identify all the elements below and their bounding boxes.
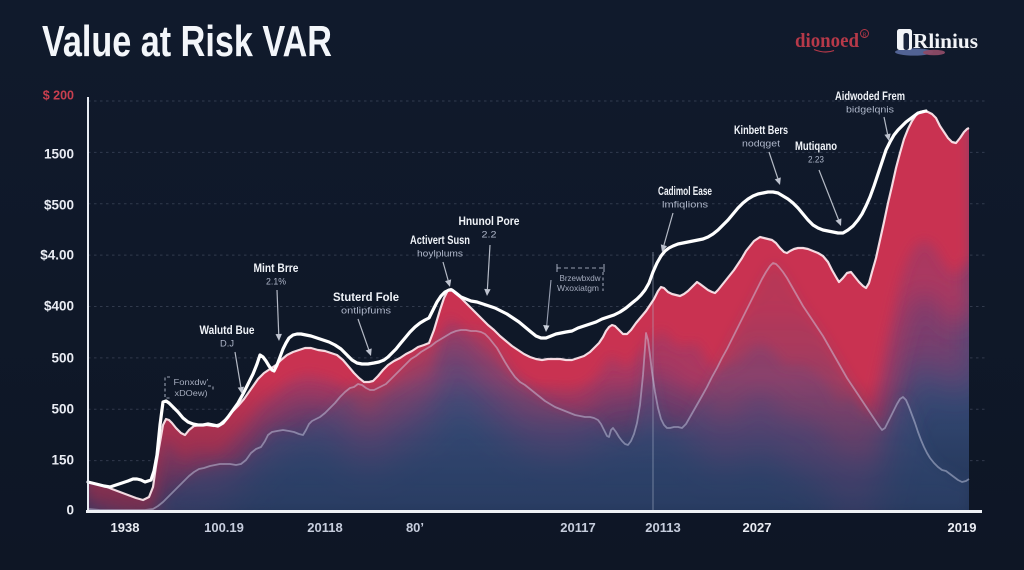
svg-text:Brzewbxdw: Brzewbxdw — [560, 273, 602, 283]
svg-text:Hnunol Pore: Hnunol Pore — [459, 216, 520, 228]
svg-text:$ 200: $ 200 — [43, 89, 74, 103]
svg-text:Mutiqano: Mutiqano — [795, 141, 837, 153]
svg-text:Stuterd Fole: Stuterd Fole — [333, 292, 399, 304]
svg-text:500: 500 — [51, 402, 74, 417]
svg-text:Cadimol Ease: Cadimol Ease — [658, 186, 712, 198]
svg-text:$4.00: $4.00 — [40, 248, 74, 263]
svg-text:ontlipfums: ontlipfums — [341, 306, 391, 317]
svg-text:$400: $400 — [44, 299, 74, 314]
svg-text:hoylplums: hoylplums — [417, 249, 463, 260]
svg-text:20113: 20113 — [645, 520, 680, 535]
svg-text:dionoed: dionoed — [795, 30, 859, 52]
svg-text:100.19: 100.19 — [204, 520, 244, 535]
svg-text:80’: 80’ — [406, 520, 424, 535]
svg-text:$500: $500 — [44, 198, 74, 213]
svg-text:D.J: D.J — [220, 339, 234, 350]
svg-text:Aidwoded Frem: Aidwoded Frem — [835, 91, 905, 103]
svg-text:20118: 20118 — [307, 520, 342, 535]
svg-text:nodqget: nodqget — [742, 139, 780, 150]
svg-text:2027: 2027 — [743, 520, 772, 535]
svg-text:Activert Susn: Activert Susn — [410, 235, 470, 247]
svg-text:Value at Risk VAR: Value at Risk VAR — [42, 17, 332, 66]
svg-text:bidgelqnis: bidgelqnis — [846, 105, 894, 116]
svg-text:xDOew): xDOew) — [175, 388, 208, 398]
svg-text:Kinbett Bers: Kinbett Bers — [734, 125, 788, 137]
svg-text:2.1%: 2.1% — [266, 277, 287, 288]
svg-text:500: 500 — [51, 351, 74, 366]
svg-text:Mint Brre: Mint Brre — [254, 263, 299, 275]
svg-text:20117: 20117 — [560, 520, 595, 535]
svg-text:2019: 2019 — [948, 520, 977, 535]
svg-text:0: 0 — [66, 503, 74, 518]
svg-text:R: R — [862, 33, 866, 39]
svg-text:Fonxdw’: Fonxdw’ — [174, 377, 209, 387]
svg-text:2.23: 2.23 — [808, 155, 824, 166]
svg-text:Walutd Bue: Walutd Bue — [200, 325, 255, 337]
svg-text:150: 150 — [51, 453, 74, 468]
svg-text:1500: 1500 — [44, 147, 74, 162]
svg-text:2.2: 2.2 — [482, 230, 497, 241]
svg-text:Wxoxiatgm: Wxoxiatgm — [557, 283, 599, 293]
svg-text:lmfiqlions: lmfiqlions — [662, 200, 708, 211]
svg-text:1938: 1938 — [111, 520, 140, 535]
svg-text:Rlinius: Rlinius — [913, 29, 978, 53]
